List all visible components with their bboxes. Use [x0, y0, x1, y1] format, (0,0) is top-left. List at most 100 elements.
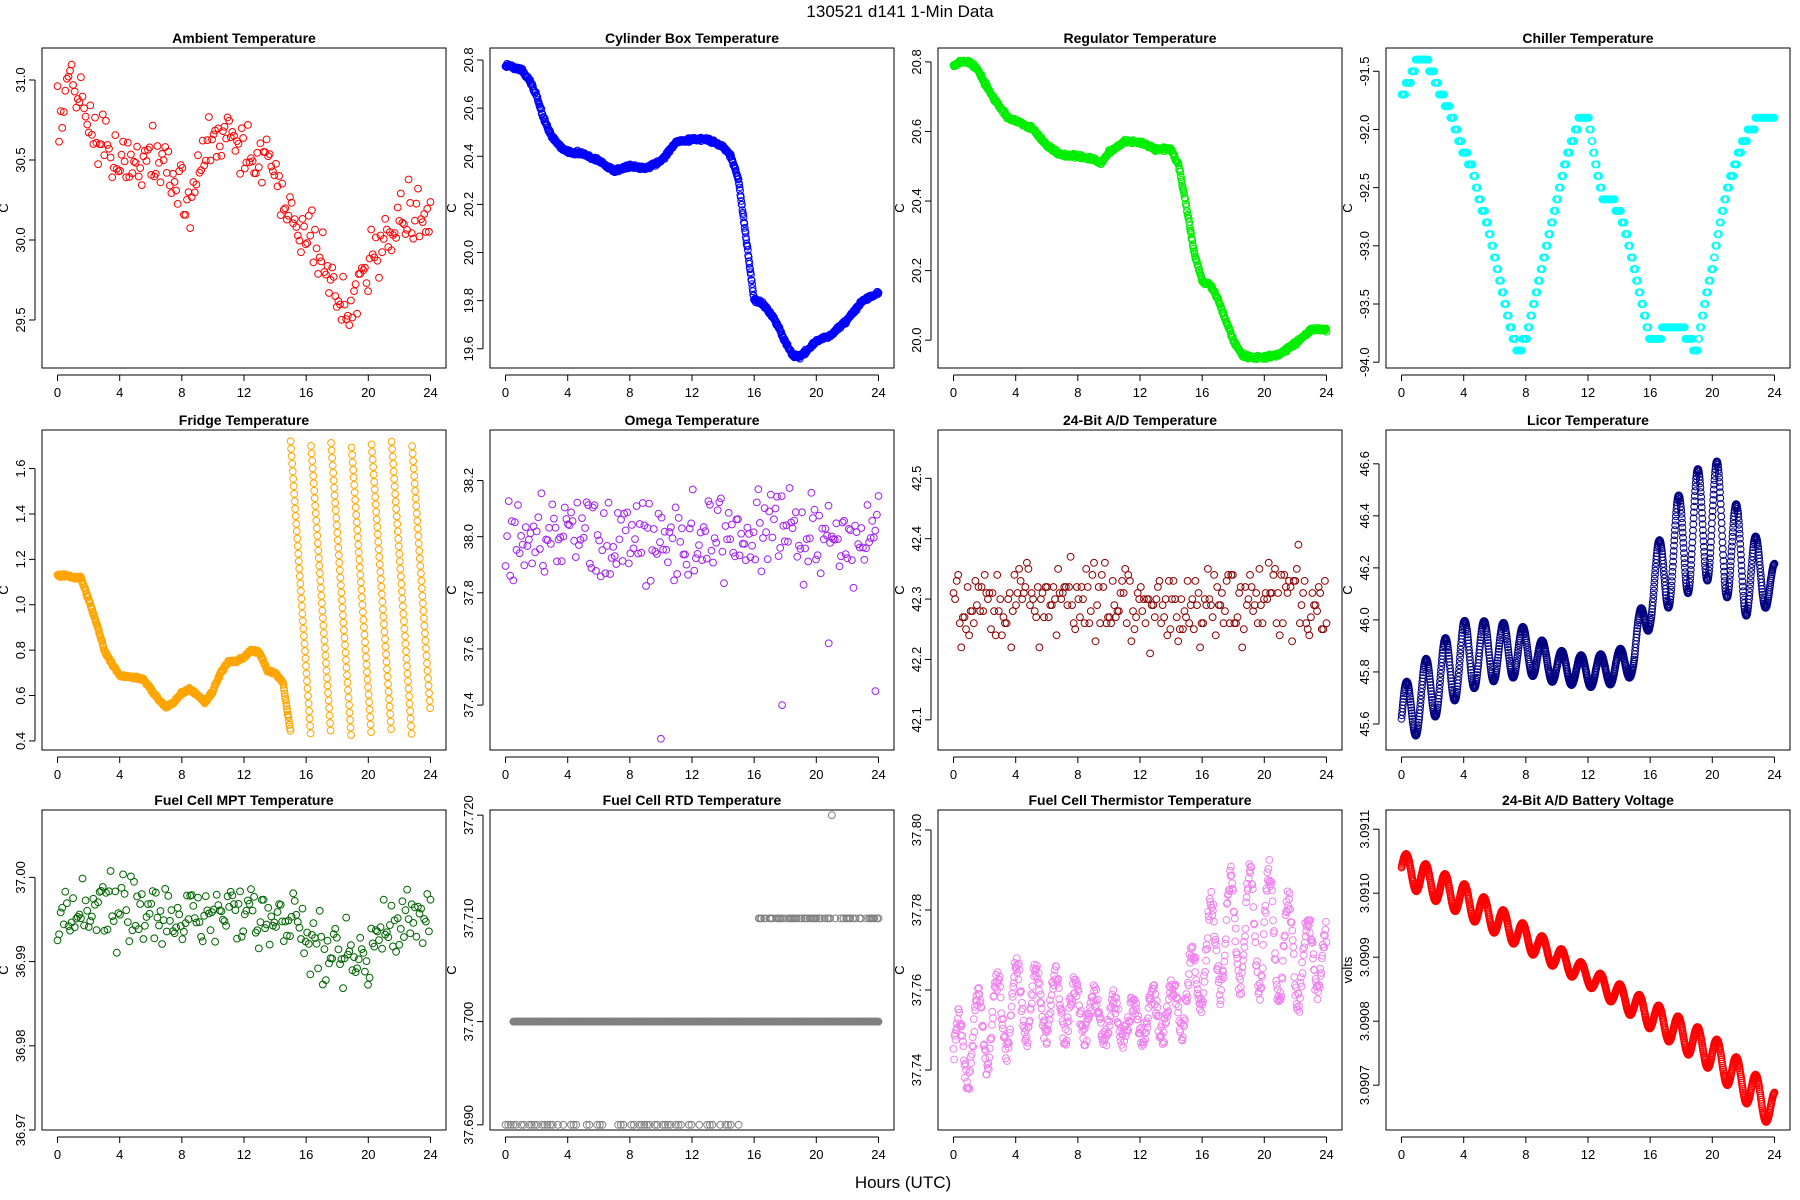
data-point	[737, 197, 746, 205]
data-point	[94, 160, 102, 169]
data-point	[424, 681, 433, 690]
data-point	[119, 137, 127, 146]
chart-title: 24-Bit A/D Temperature	[1063, 412, 1217, 428]
data-point	[406, 199, 415, 207]
data-point	[1489, 241, 1498, 250]
data-point	[353, 533, 362, 542]
data-point	[296, 579, 305, 588]
y-tick-label: 29.5	[13, 307, 28, 332]
data-point	[323, 674, 331, 682]
data-point	[1709, 265, 1718, 274]
x-axis: 0 4 8 12 16 20 24	[950, 374, 1334, 400]
data-point	[996, 595, 1005, 603]
data-point	[405, 692, 414, 701]
data-point	[843, 554, 852, 563]
data-point	[357, 585, 366, 594]
y-tick-label: 19.8	[461, 288, 476, 313]
data-point	[295, 564, 304, 573]
y-axis-label: C	[892, 203, 907, 212]
data-points	[53, 437, 435, 739]
data-point	[1401, 90, 1410, 99]
data-point	[364, 287, 372, 296]
data-point	[286, 437, 295, 446]
data-point	[358, 600, 367, 609]
data-point	[310, 486, 319, 495]
data-point	[279, 205, 288, 214]
data-point	[1292, 565, 1301, 573]
data-point	[1710, 253, 1719, 262]
data-point	[695, 541, 703, 549]
data-point	[1289, 577, 1298, 585]
data-point	[408, 449, 417, 458]
data-point	[668, 534, 677, 543]
data-point	[1294, 540, 1303, 549]
y-axis: 29.530.030.531.0	[13, 67, 36, 333]
data-point	[317, 591, 326, 600]
data-point	[364, 690, 373, 699]
data-point	[1680, 323, 1689, 332]
data-point	[873, 510, 881, 519]
data-point	[1174, 637, 1183, 646]
data-point	[504, 497, 513, 506]
data-point	[407, 729, 416, 738]
data-point	[670, 576, 678, 585]
data-point	[735, 551, 744, 560]
data-point	[278, 179, 287, 188]
data-point	[396, 189, 405, 198]
data-point	[407, 229, 416, 238]
data-point	[1241, 583, 1250, 591]
data-point	[1695, 335, 1704, 343]
data-point	[311, 501, 320, 510]
chart-title: Cylinder Box Temperature	[605, 30, 779, 46]
data-point	[807, 488, 816, 497]
data-point	[1463, 148, 1472, 157]
data-point	[1166, 625, 1175, 634]
data-point	[754, 485, 763, 494]
data-point	[426, 198, 435, 206]
data-point	[1322, 324, 1330, 333]
data-point	[374, 545, 383, 554]
data-point	[1108, 577, 1117, 585]
data-point	[61, 86, 70, 95]
data-point	[383, 665, 391, 674]
data-point	[420, 622, 429, 630]
data-point	[307, 442, 316, 450]
data-point	[343, 678, 352, 687]
data-point	[162, 169, 171, 177]
data-point	[360, 623, 368, 632]
data-point	[1191, 577, 1200, 585]
data-point	[1523, 335, 1531, 343]
data-point	[752, 498, 761, 507]
data-point	[159, 156, 168, 165]
data-point	[857, 524, 866, 532]
data-point	[270, 171, 279, 180]
data-point	[418, 584, 426, 593]
data-point	[337, 315, 346, 324]
data-point	[545, 523, 554, 532]
data-point	[137, 181, 146, 190]
data-point	[220, 122, 229, 131]
data-point	[328, 263, 337, 272]
data-point	[346, 723, 355, 732]
data-point	[418, 592, 427, 600]
data-point	[401, 632, 409, 641]
data-point	[1445, 102, 1454, 111]
data-point	[91, 113, 99, 122]
data-point	[681, 550, 689, 559]
data-point	[305, 714, 314, 723]
data-point	[1770, 113, 1779, 122]
data-point	[1457, 137, 1466, 146]
data-point	[334, 543, 343, 552]
data-point	[1636, 288, 1645, 297]
data-point	[1180, 190, 1188, 198]
data-point	[835, 562, 844, 571]
data-point	[377, 582, 386, 591]
data-point	[320, 636, 329, 645]
data-point	[1068, 601, 1076, 609]
y-axis: -94.0-93.5-93.0-92.5-92.0-91.5	[1357, 56, 1380, 377]
data-point	[306, 729, 315, 738]
data-point	[128, 169, 137, 178]
